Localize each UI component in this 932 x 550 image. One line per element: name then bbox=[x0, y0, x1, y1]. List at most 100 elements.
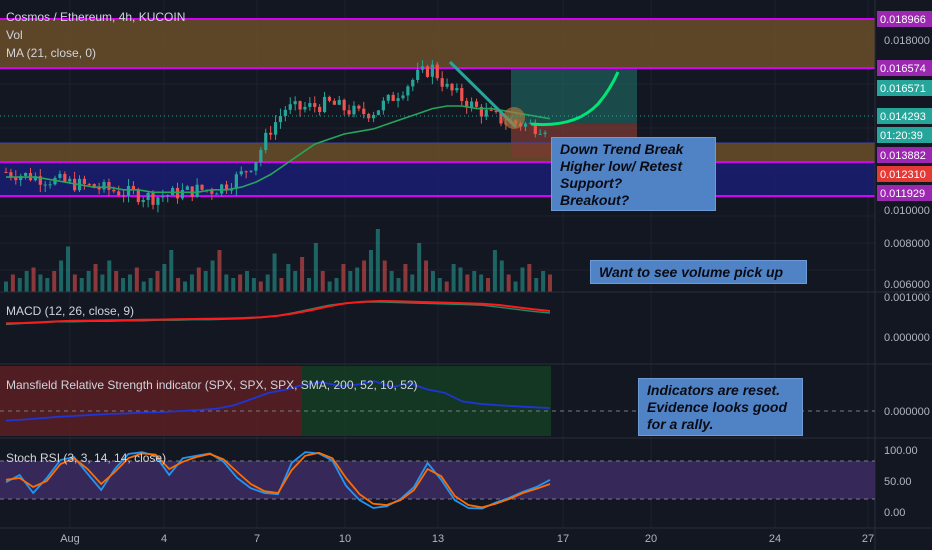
indicators-note-line: for a rally. bbox=[647, 416, 714, 432]
candle-body bbox=[445, 83, 449, 87]
candle-body bbox=[97, 187, 101, 190]
volume-bar bbox=[258, 281, 263, 292]
candle-body bbox=[322, 96, 327, 113]
volume-bar bbox=[217, 250, 222, 292]
volume-bar bbox=[520, 267, 525, 292]
candle-body bbox=[494, 110, 498, 112]
candle-body bbox=[87, 183, 91, 185]
price-tag-bg bbox=[877, 147, 932, 163]
candle-body bbox=[9, 172, 13, 177]
candle-body bbox=[283, 109, 287, 116]
volume-bar bbox=[499, 260, 504, 292]
candle-body bbox=[347, 110, 351, 115]
candle-body bbox=[411, 79, 415, 87]
candle-body bbox=[239, 171, 243, 175]
candle-body bbox=[450, 83, 454, 91]
support-zone-navy bbox=[0, 162, 875, 196]
candle-body bbox=[63, 173, 67, 182]
candle-body bbox=[308, 103, 312, 107]
candle-body bbox=[406, 86, 410, 96]
volume-note[interactable]: Want to see volume pick up bbox=[590, 260, 807, 284]
volume-bar bbox=[492, 250, 497, 292]
ma-line bbox=[6, 105, 551, 194]
stoch-tick-label: 50.00 bbox=[884, 476, 912, 488]
volume-bars bbox=[4, 229, 552, 292]
volume-bar bbox=[513, 281, 518, 292]
candle-body bbox=[68, 178, 72, 182]
price-tag-label: 0.013882 bbox=[880, 150, 926, 162]
indicators-note-line: Evidence looks good bbox=[647, 399, 788, 415]
trend-note-line: Higher low/ Retest bbox=[560, 158, 683, 174]
forecast-curve bbox=[530, 71, 620, 127]
volume-bar bbox=[31, 267, 36, 292]
price-tag-label: 0.011929 bbox=[880, 188, 925, 200]
retest-circle bbox=[503, 107, 525, 129]
candle-body bbox=[273, 122, 278, 135]
candle-body bbox=[112, 189, 116, 192]
indicators-note[interactable]: Indicators are reset. Evidence looks goo… bbox=[638, 378, 803, 436]
price-tag-bg bbox=[877, 108, 932, 124]
volume-bar bbox=[155, 271, 160, 292]
volume-bar bbox=[72, 274, 77, 292]
volume-bar bbox=[272, 253, 277, 292]
candle-body bbox=[33, 176, 38, 181]
candle-body bbox=[102, 181, 106, 190]
candle-body bbox=[401, 95, 405, 99]
volume-bar bbox=[279, 278, 284, 292]
trend-note[interactable]: Down Trend Break Higher low/ Retest Supp… bbox=[551, 137, 716, 211]
vol-label: Vol bbox=[6, 28, 23, 42]
candle-body bbox=[332, 100, 336, 105]
volume-bar bbox=[245, 271, 250, 292]
candle-body bbox=[210, 189, 214, 194]
volume-bar bbox=[313, 243, 318, 292]
time-tick-label: 13 bbox=[432, 533, 444, 545]
candle-body bbox=[14, 176, 18, 181]
volume-bar bbox=[210, 260, 215, 292]
price-tag-label: 0.016574 bbox=[880, 63, 926, 75]
candle-body bbox=[254, 162, 258, 171]
volume-bar bbox=[451, 264, 456, 292]
macd-signal-line bbox=[5, 299, 551, 325]
volume-bar bbox=[79, 278, 84, 292]
candle-body bbox=[362, 108, 366, 115]
volume-bar bbox=[141, 281, 146, 292]
candle-body bbox=[58, 173, 62, 178]
volume-bar bbox=[527, 264, 532, 292]
macd-tick-label: 0.000000 bbox=[884, 332, 930, 344]
time-tick-label: 27 bbox=[862, 533, 874, 545]
volume-bar bbox=[382, 260, 387, 292]
candle-body bbox=[200, 184, 204, 190]
price-tick-label: 0.018000 bbox=[884, 35, 930, 47]
volume-bar bbox=[410, 274, 415, 292]
candle-body bbox=[141, 200, 145, 203]
volume-bar bbox=[114, 271, 119, 292]
price-tag-label: 01:20:39 bbox=[880, 130, 923, 142]
price-tag-label: 0.012310 bbox=[880, 169, 926, 181]
volume-bar bbox=[334, 278, 339, 292]
volume-bar bbox=[176, 278, 181, 292]
axes: 0.018000 0.010000 0.008000 0.006000 0.018966… bbox=[0, 11, 932, 545]
time-tick-label: 4 bbox=[161, 533, 167, 545]
candle-body bbox=[249, 170, 253, 172]
volume-bar bbox=[375, 229, 380, 292]
volume-bar bbox=[458, 267, 463, 292]
trend-note-line: Breakout? bbox=[560, 192, 630, 208]
candle-body bbox=[386, 94, 390, 101]
volume-bar bbox=[127, 274, 132, 292]
candle-body bbox=[425, 66, 430, 77]
candle-body bbox=[4, 172, 8, 173]
resistance-zone bbox=[0, 19, 875, 68]
volume-bar bbox=[479, 274, 484, 292]
price-tag-bg bbox=[877, 80, 932, 96]
stoch-k-line bbox=[5, 451, 551, 510]
volume-bar bbox=[107, 260, 112, 292]
candle-body bbox=[259, 150, 263, 163]
candle-body bbox=[396, 98, 400, 101]
volume-bar bbox=[348, 271, 353, 292]
candle-body bbox=[180, 189, 185, 199]
volume-bar bbox=[389, 271, 394, 292]
candle-body bbox=[327, 96, 332, 101]
volume-bar bbox=[417, 243, 422, 292]
